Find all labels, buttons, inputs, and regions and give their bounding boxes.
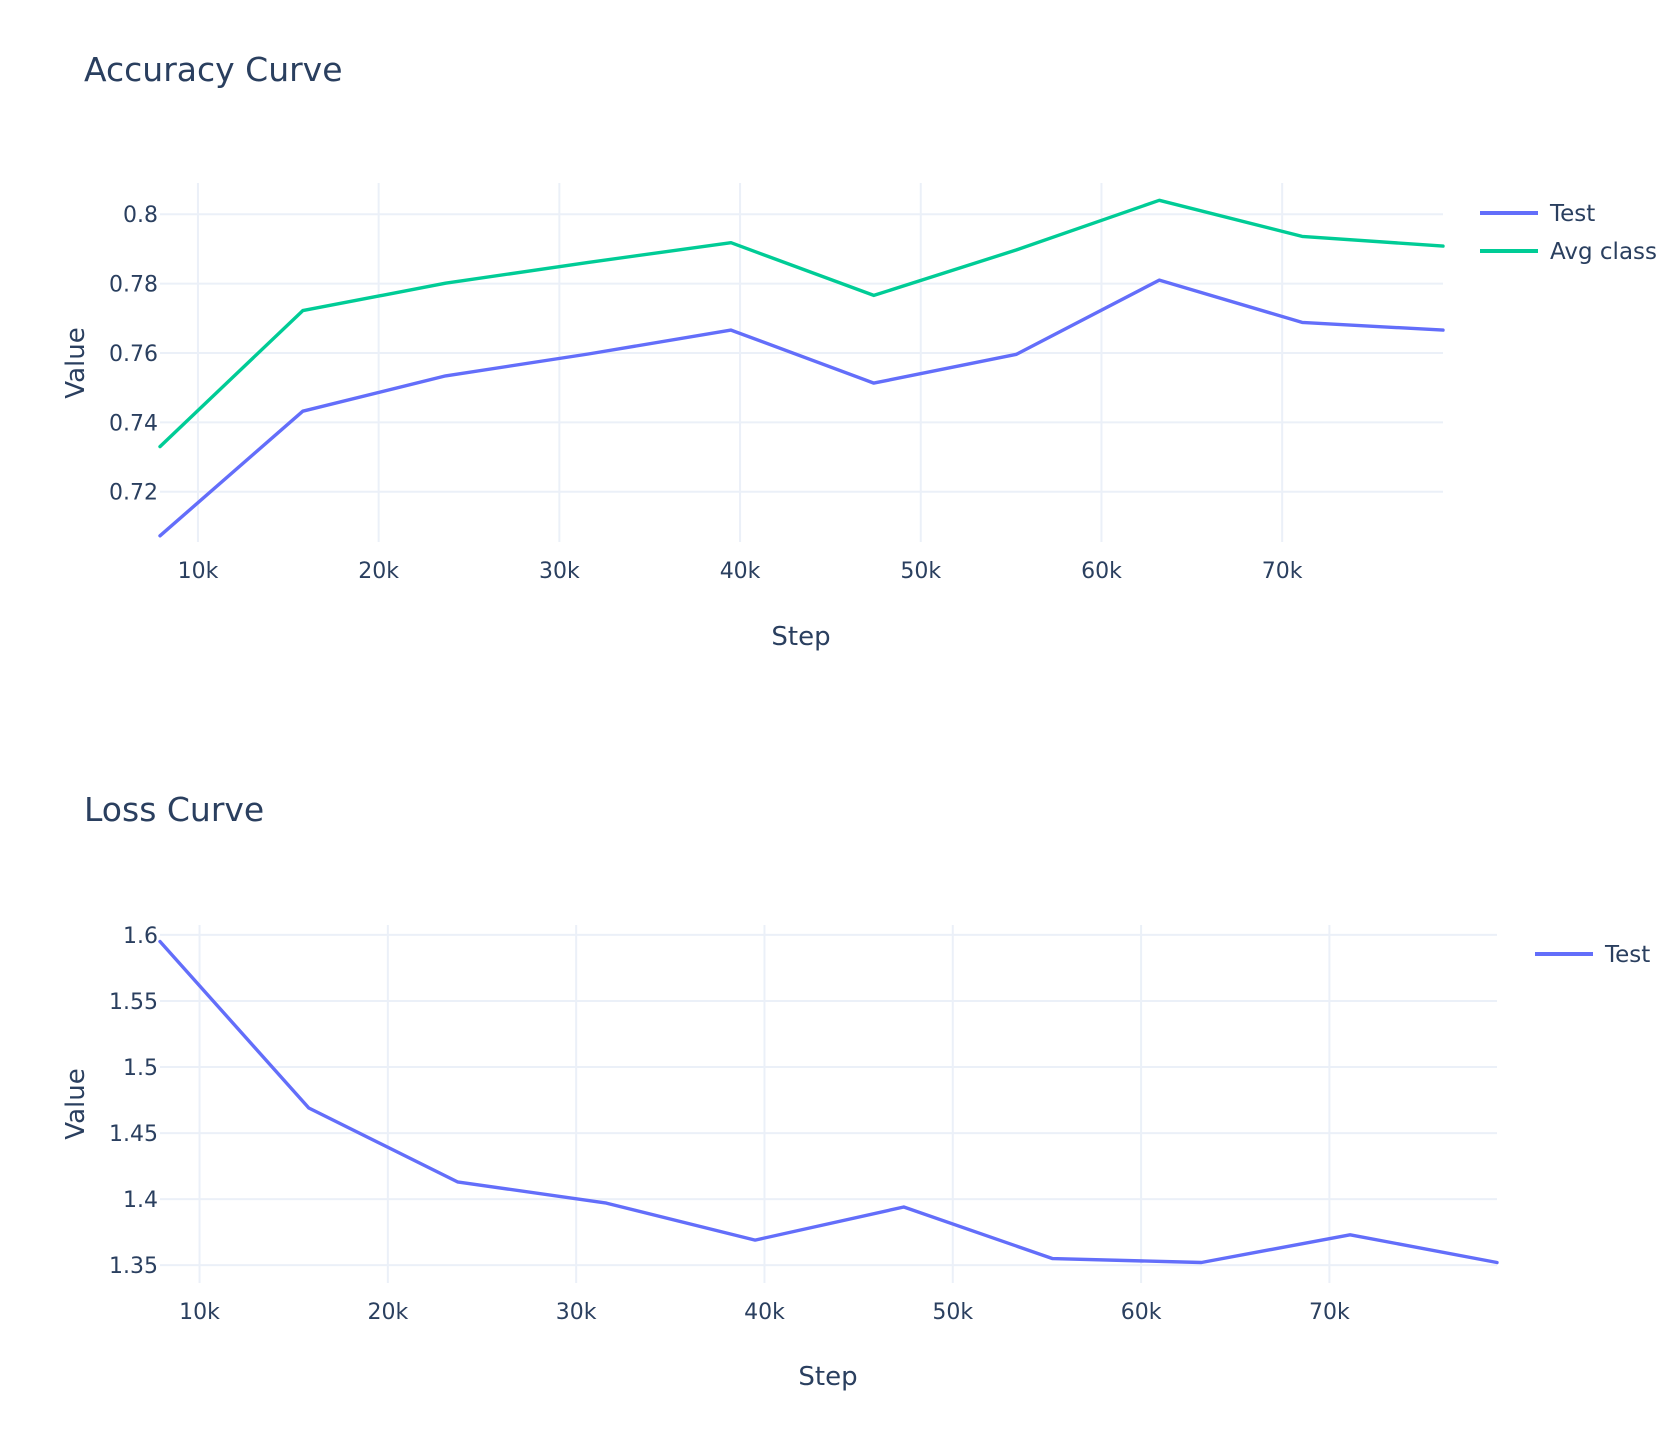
y-tick-label: 1.35	[109, 1254, 158, 1279]
x-tick-label: 40k	[720, 559, 761, 584]
x-tick-label: 20k	[358, 559, 399, 584]
series-line-test	[158, 278, 1445, 538]
series-line-avg-class	[158, 198, 1445, 449]
x-tick-label: 30k	[556, 1300, 597, 1325]
x-tick-label: 30k	[539, 559, 580, 584]
y-tick-label: 1.5	[123, 1056, 158, 1081]
x-tick-label: 10k	[179, 1300, 220, 1325]
x-tick-label: 20k	[367, 1300, 408, 1325]
chart-title: Loss Curve	[84, 790, 264, 829]
x-tick-label: 70k	[1309, 1300, 1350, 1325]
x-tick-label: 50k	[932, 1300, 973, 1325]
series-group	[158, 198, 1445, 538]
series-line-test	[158, 939, 1499, 1265]
legend: Test	[1535, 942, 1650, 968]
legend-label: Avg class	[1550, 239, 1657, 265]
y-tick-label: 1.45	[109, 1122, 158, 1147]
y-tick-label: 0.78	[109, 273, 158, 298]
series-group	[158, 939, 1499, 1265]
y-tick-label: 0.76	[109, 342, 158, 367]
legend-item[interactable]: Test	[1535, 942, 1650, 968]
legend-item[interactable]: Test	[1480, 201, 1595, 227]
y-tick-label: 1.4	[123, 1188, 158, 1213]
y-axis-ticks: 0.72 0.74 0.76 0.78 0.8	[109, 203, 158, 505]
grid	[160, 183, 1443, 542]
y-tick-label: 0.72	[109, 481, 158, 506]
y-tick-label: 1.6	[123, 924, 158, 949]
chart-title: Accuracy Curve	[84, 50, 343, 89]
x-tick-label: 40k	[744, 1300, 785, 1325]
y-axis-title: Value	[61, 327, 91, 398]
x-tick-label: 70k	[1262, 559, 1303, 584]
y-tick-label: 0.74	[109, 411, 158, 436]
legend-label: Test	[1549, 201, 1595, 227]
y-tick-label: 1.55	[109, 990, 158, 1015]
legend-label: Test	[1604, 942, 1650, 968]
x-tick-label: 10k	[178, 559, 219, 584]
y-axis-ticks: 1.35 1.4 1.45 1.5 1.55 1.6	[109, 924, 158, 1279]
accuracy-chart: Accuracy Curve 10k 20k 30k 40k 50k 60k 70k 0.7…	[61, 50, 1657, 652]
legend-item[interactable]: Avg class	[1480, 239, 1657, 265]
x-tick-label: 60k	[1121, 1300, 1162, 1325]
legend: Test Avg class	[1480, 201, 1657, 265]
x-axis-ticks: 10k 20k 30k 40k 50k 60k 70k	[179, 1300, 1350, 1325]
x-tick-label: 60k	[1081, 559, 1122, 584]
loss-chart: Loss Curve 10k 20k 30k 40k 50k 60k 70k 1.35 1.4…	[61, 790, 1650, 1392]
x-axis-ticks: 10k 20k 30k 40k 50k 60k 70k	[178, 559, 1303, 584]
y-tick-label: 0.8	[123, 203, 158, 228]
x-axis-title: Step	[798, 1362, 857, 1392]
y-axis-title: Value	[61, 1068, 91, 1139]
grid	[160, 925, 1497, 1283]
x-tick-label: 50k	[900, 559, 941, 584]
x-axis-title: Step	[771, 622, 830, 652]
